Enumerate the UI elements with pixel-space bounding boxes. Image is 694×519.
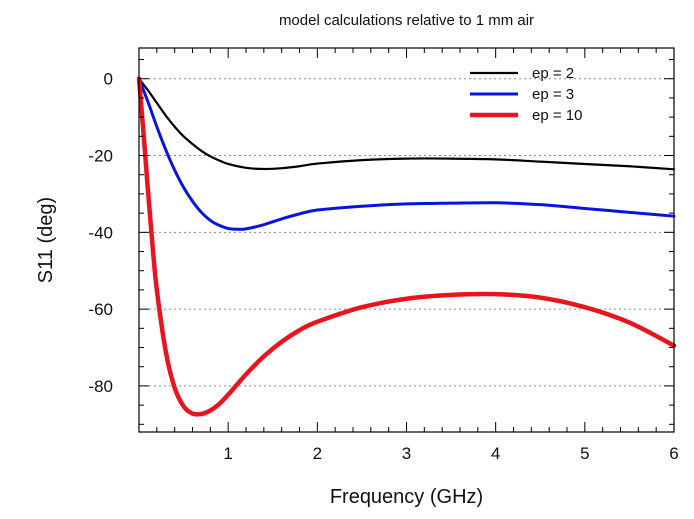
series-lines <box>136 76 677 417</box>
x-tick-label-1: 2 <box>313 444 322 463</box>
x-tick-labels: 1 2 3 4 5 6 <box>223 444 678 463</box>
legend-label-1: ep = 3 <box>532 86 574 103</box>
y-tick-label-0: 0 <box>104 70 113 89</box>
legend-label-0: ep = 2 <box>532 65 574 82</box>
y-tick-label-3: -60 <box>88 300 113 319</box>
series-line-1 <box>137 77 676 231</box>
legend: ep = 2 ep = 3 ep = 10 <box>470 65 582 124</box>
x-tick-label-3: 4 <box>491 444 500 463</box>
series-line-0 <box>137 77 676 171</box>
x-tick-label-4: 5 <box>580 444 589 463</box>
x-tick-label-2: 3 <box>402 444 411 463</box>
y-tick-label-4: -80 <box>88 377 113 396</box>
y-tick-label-2: -40 <box>88 223 113 242</box>
x-tick-label-0: 1 <box>223 444 232 463</box>
y-tick-label-1: -20 <box>88 147 113 166</box>
chart-title: model calculations relative to 1 mm air <box>279 12 534 29</box>
y-tick-labels: 0 -20 -40 -60 -80 <box>88 70 113 396</box>
x-tick-label-5: 6 <box>669 444 678 463</box>
gridlines <box>139 78 674 387</box>
axis-ticks <box>138 48 675 432</box>
plot-frame <box>138 47 675 433</box>
series-line-2 <box>136 76 677 417</box>
legend-label-2: ep = 10 <box>532 107 582 124</box>
y-axis-label: S11 (deg) <box>35 197 57 283</box>
x-axis-label: Frequency (GHz) <box>330 486 483 508</box>
